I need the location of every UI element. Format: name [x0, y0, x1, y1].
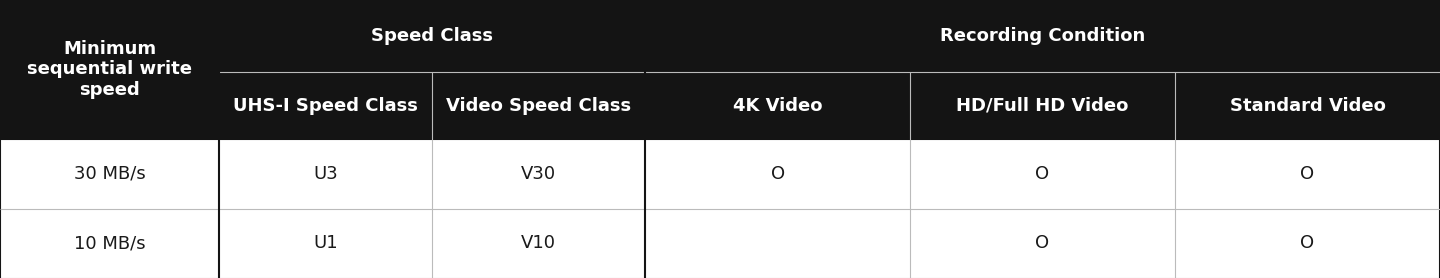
Text: Standard Video: Standard Video — [1230, 97, 1385, 115]
Text: O: O — [770, 165, 785, 183]
Bar — [219, 139, 432, 208]
Bar — [910, 72, 1175, 139]
Text: O: O — [1035, 234, 1050, 252]
Bar — [432, 139, 645, 208]
Bar — [1175, 139, 1440, 208]
Text: O: O — [1300, 165, 1315, 183]
Bar — [219, 208, 432, 278]
Bar — [1175, 208, 1440, 278]
Bar — [910, 139, 1175, 208]
Bar — [219, 72, 432, 139]
Text: U3: U3 — [312, 165, 338, 183]
Bar — [1175, 72, 1440, 139]
Text: O: O — [1300, 234, 1315, 252]
Text: Video Speed Class: Video Speed Class — [446, 97, 631, 115]
Text: Minimum
sequential write
speed: Minimum sequential write speed — [27, 40, 192, 99]
Bar — [910, 208, 1175, 278]
Bar — [432, 208, 645, 278]
Text: V30: V30 — [521, 165, 556, 183]
Text: V10: V10 — [521, 234, 556, 252]
Text: 30 MB/s: 30 MB/s — [73, 165, 145, 183]
Bar — [219, 0, 645, 72]
Bar — [645, 139, 910, 208]
Bar — [645, 208, 910, 278]
Text: UHS-I Speed Class: UHS-I Speed Class — [233, 97, 418, 115]
Bar — [645, 0, 1440, 72]
Bar — [645, 72, 910, 139]
Bar — [0, 139, 219, 208]
Text: 10 MB/s: 10 MB/s — [73, 234, 145, 252]
Text: HD/Full HD Video: HD/Full HD Video — [956, 97, 1129, 115]
Text: Recording Condition: Recording Condition — [940, 27, 1145, 45]
Text: 4K Video: 4K Video — [733, 97, 822, 115]
Bar — [432, 72, 645, 139]
Text: O: O — [1035, 165, 1050, 183]
Text: Speed Class: Speed Class — [372, 27, 492, 45]
Text: U1: U1 — [312, 234, 338, 252]
Bar — [0, 208, 219, 278]
Bar — [0, 0, 219, 139]
